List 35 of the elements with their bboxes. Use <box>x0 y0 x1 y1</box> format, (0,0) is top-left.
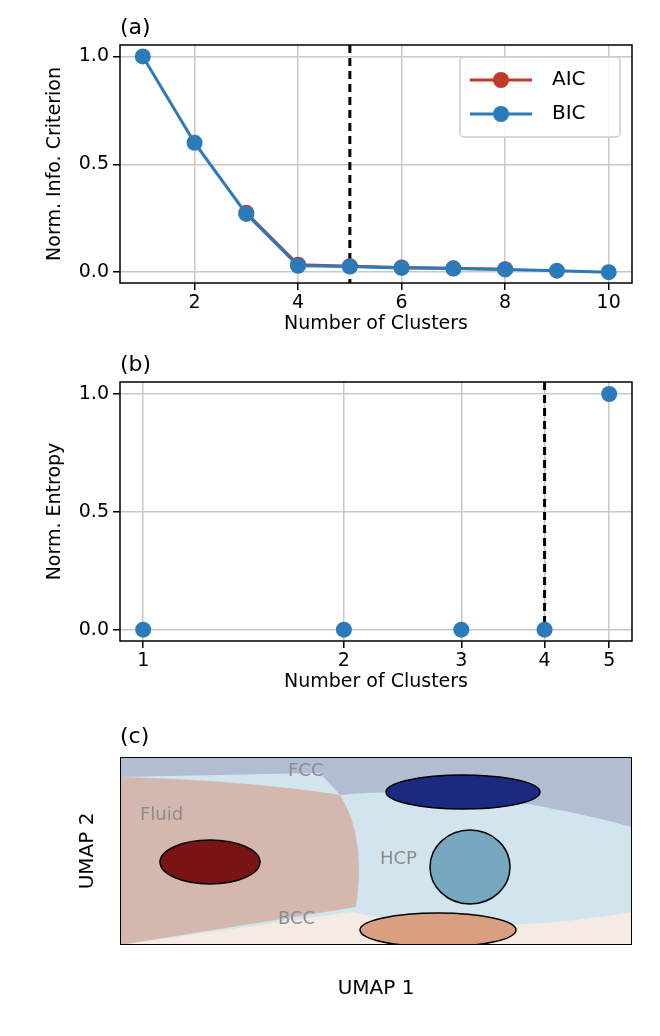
x-tick-label: 2 <box>188 290 201 313</box>
legend-label: AIC <box>552 66 586 91</box>
text: UMAP 1 <box>337 975 415 999</box>
x-tick-label: 2 <box>337 648 350 671</box>
x-tick-label: 4 <box>292 290 305 313</box>
x-tick-label: 8 <box>499 290 512 313</box>
text: HCP <box>380 847 417 868</box>
legend-label: BIC <box>552 100 586 125</box>
y-tick-label: 0.0 <box>78 259 109 282</box>
x-tick-label: 4 <box>538 648 551 671</box>
y-axis-title: Norm. Entropy <box>42 442 65 581</box>
x-axis-title: Number of Clusters <box>283 668 469 691</box>
point <box>600 264 617 281</box>
y-tick-label: 1.0 <box>78 43 109 66</box>
x-tick-label: 10 <box>596 290 621 313</box>
chart-title: (b) <box>120 350 152 376</box>
text: BCC <box>278 907 316 928</box>
y-axis-title: Norm. Info. Criterion <box>42 67 65 261</box>
point <box>186 134 203 151</box>
x-axis-title: Number of Clusters <box>283 310 469 333</box>
text: (c) <box>120 723 150 748</box>
y-tick-label: 0.5 <box>78 151 109 174</box>
y-tick-label: 1.0 <box>78 380 109 403</box>
chart-title: (a) <box>120 13 151 39</box>
text: Fluid <box>140 803 184 824</box>
text: FCC <box>288 759 324 780</box>
x-tick-label: 5 <box>603 648 616 671</box>
point <box>134 48 151 65</box>
y-tick-label: 0.0 <box>78 616 109 639</box>
x-tick-label: 3 <box>455 648 468 671</box>
y-tick-label: 0.5 <box>78 498 109 521</box>
x-tick-label: 1 <box>137 648 150 671</box>
text: UMAP 2 <box>74 812 98 890</box>
point <box>548 262 565 279</box>
x-tick-label: 6 <box>395 290 408 313</box>
